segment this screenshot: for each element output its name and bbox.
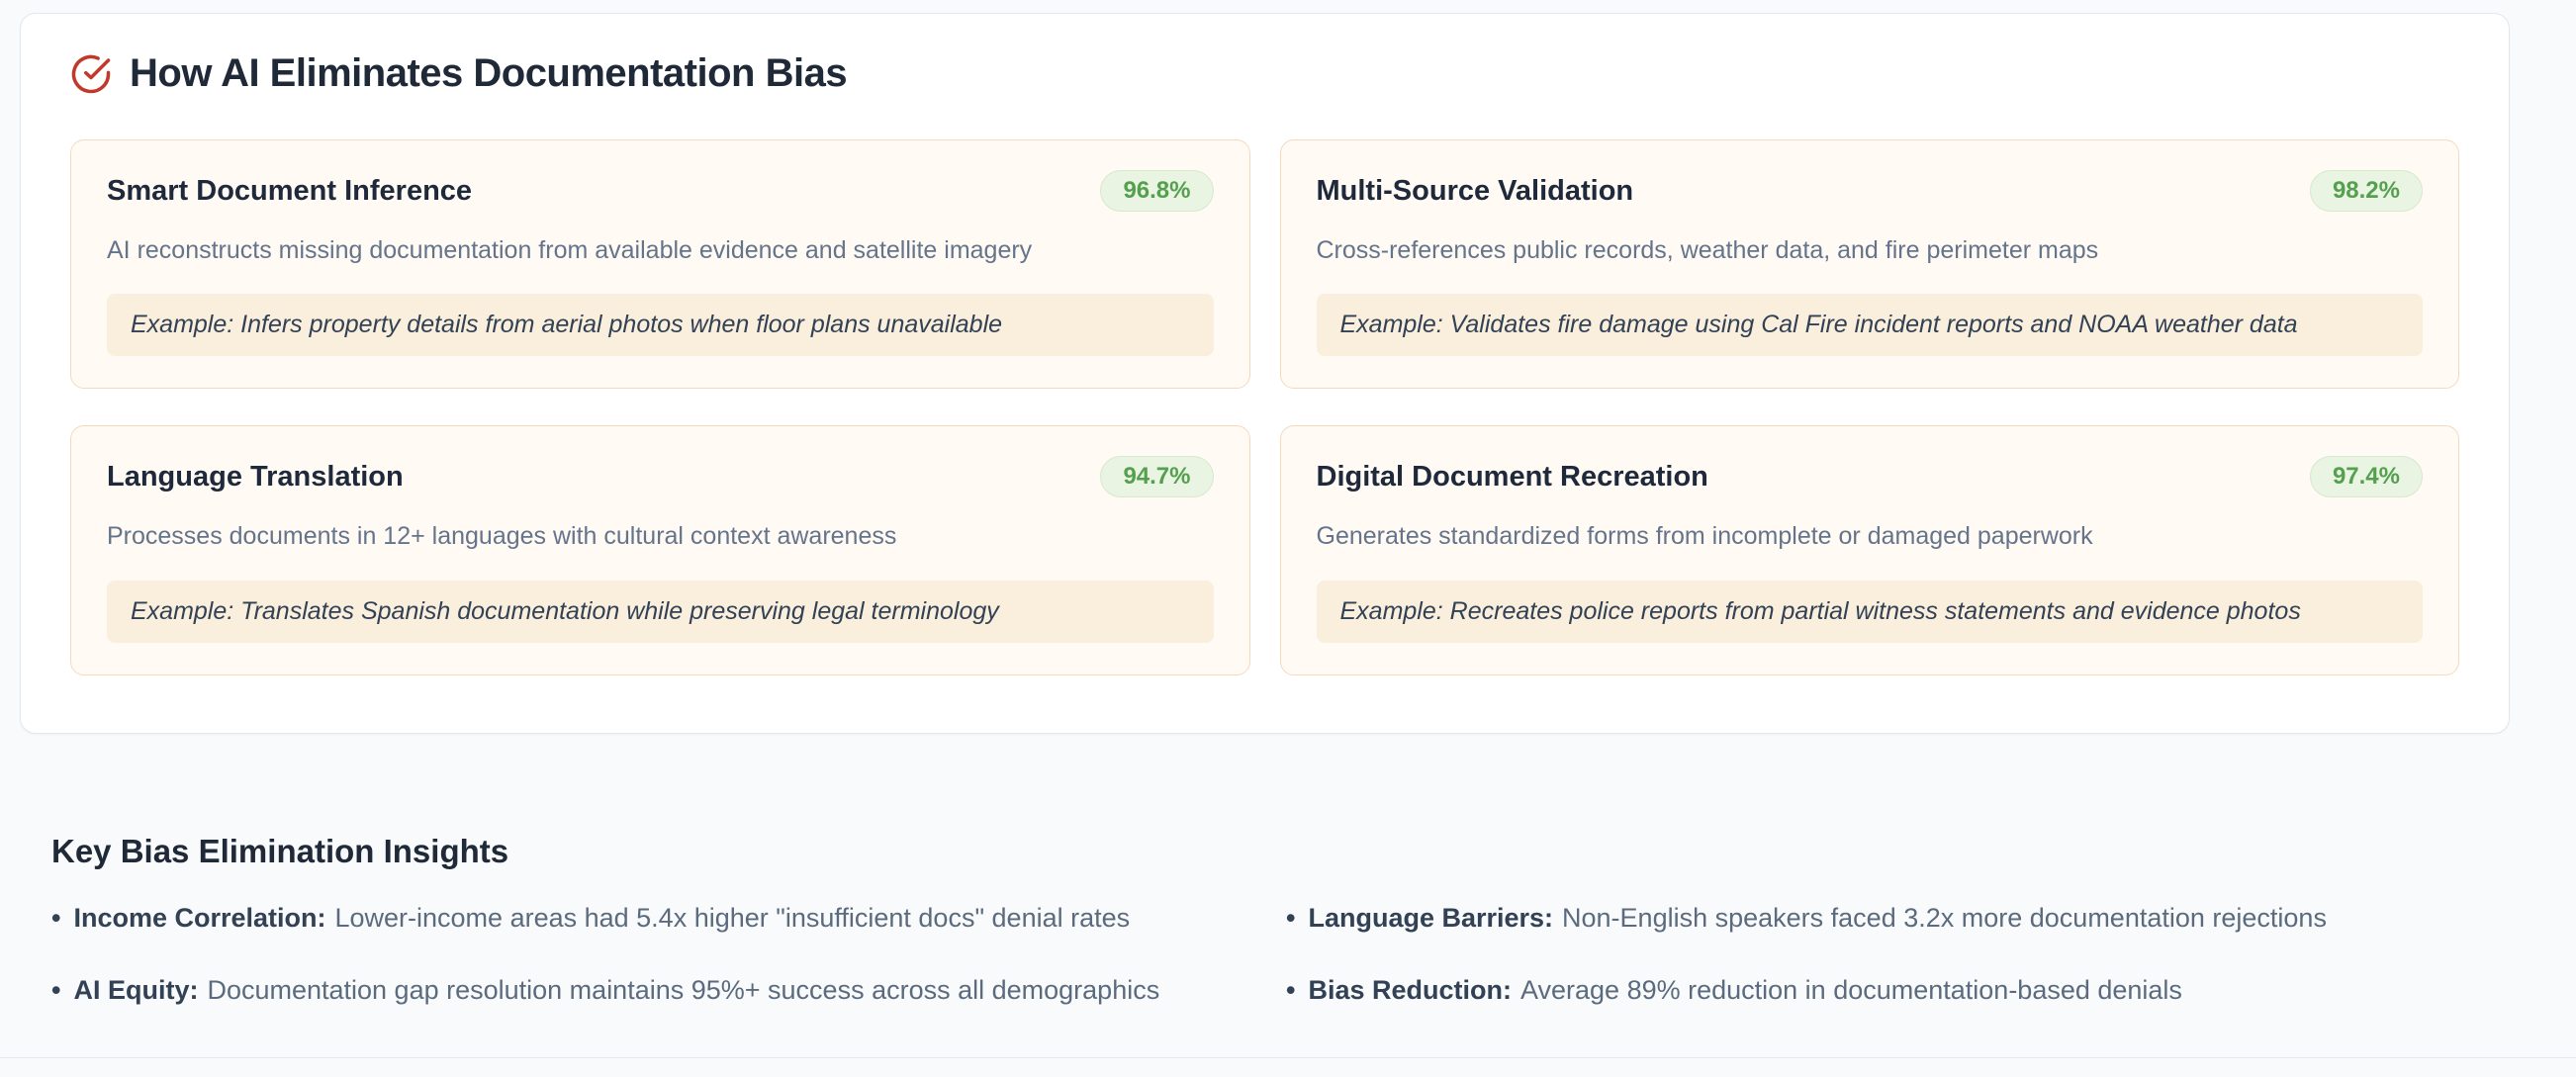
- insight-text: Lower-income areas had 5.4x higher "insu…: [334, 902, 1131, 933]
- card-example: Example: Recreates police reports from p…: [1316, 580, 2423, 643]
- insight-label: AI Equity:: [73, 975, 199, 1006]
- bullet-icon: •: [1286, 975, 1296, 1006]
- insight-text: Average 89% reduction in documentation-b…: [1519, 975, 2182, 1006]
- card-description: Generates standardized forms from incomp…: [1316, 522, 2093, 551]
- accuracy-badge: 96.8%: [1100, 170, 1214, 212]
- card-example: Example: Validates fire damage using Cal…: [1316, 294, 2423, 357]
- insight-ai-equity: • AI Equity: Documentation gap resolution …: [51, 974, 1286, 1008]
- card-description: AI reconstructs missing documentation fr…: [107, 236, 1033, 264]
- capability-card-smart-document-inference: Smart Document Inference 96.8% AI recons…: [70, 139, 1250, 390]
- card-description: Processes documents in 12+ languages wit…: [107, 522, 897, 551]
- capability-card-digital-document-recreation: Digital Document Recreation 97.4% Genera…: [1279, 425, 2459, 675]
- insight-income-correlation: • Income Correlation: Lower-income areas h…: [51, 902, 1286, 936]
- bullet-icon: •: [51, 902, 61, 933]
- card-description: Cross-references public records, weather…: [1316, 236, 2099, 264]
- card-header: Smart Document Inference 96.8%: [107, 170, 1214, 212]
- insight-language-barriers: • Language Barriers: Non-English speakers …: [1286, 902, 2576, 936]
- card-title: Multi-Source Validation: [1316, 174, 1634, 207]
- insights-heading: Key Bias Elimination Insights: [51, 832, 509, 869]
- insight-bias-reduction: • Bias Reduction: Average 89% reduction in…: [1286, 974, 2576, 1008]
- insight-label: Language Barriers:: [1308, 902, 1554, 933]
- card-title: Language Translation: [107, 460, 404, 493]
- card-title: Smart Document Inference: [107, 174, 473, 207]
- card-header: Multi-Source Validation 98.2%: [1316, 170, 2423, 212]
- insight-label: Income Correlation:: [73, 902, 326, 933]
- card-example: Example: Translates Spanish documentatio…: [107, 580, 1214, 643]
- accuracy-badge: 98.2%: [2309, 170, 2423, 212]
- bullet-icon: •: [1286, 902, 1296, 933]
- insights-section: Key Bias Elimination Insights • Income Co…: [51, 833, 2576, 1009]
- capability-card-multi-source-validation: Multi-Source Validation 98.2% Cross-refe…: [1279, 139, 2459, 390]
- capability-card-language-translation: Language Translation 94.7% Processes doc…: [70, 425, 1250, 675]
- card-example: Example: Infers property details from ae…: [107, 294, 1214, 357]
- card-header: Language Translation 94.7%: [107, 456, 1214, 498]
- capability-card-grid: Smart Document Inference 96.8% AI recons…: [70, 139, 2459, 675]
- insights-grid: • Income Correlation: Lower-income areas h…: [51, 902, 2576, 1009]
- card-title: Digital Document Recreation: [1316, 460, 1708, 493]
- documentation-bias-panel: How AI Eliminates Documentation Bias Sma…: [20, 13, 2510, 734]
- accuracy-badge: 94.7%: [1100, 456, 1214, 498]
- insight-text: Non-English speakers faced 3.2x more doc…: [1562, 902, 2327, 933]
- bullet-icon: •: [51, 975, 61, 1006]
- panel-header: How AI Eliminates Documentation Bias: [70, 51, 2459, 96]
- insight-label: Bias Reduction:: [1308, 975, 1512, 1006]
- bottom-divider: [0, 1057, 2576, 1058]
- page-title: How AI Eliminates Documentation Bias: [130, 51, 848, 95]
- accuracy-badge: 97.4%: [2309, 456, 2423, 498]
- insight-text: Documentation gap resolution maintains 9…: [207, 975, 1160, 1006]
- card-header: Digital Document Recreation 97.4%: [1316, 456, 2423, 498]
- check-circle-icon: [70, 53, 112, 95]
